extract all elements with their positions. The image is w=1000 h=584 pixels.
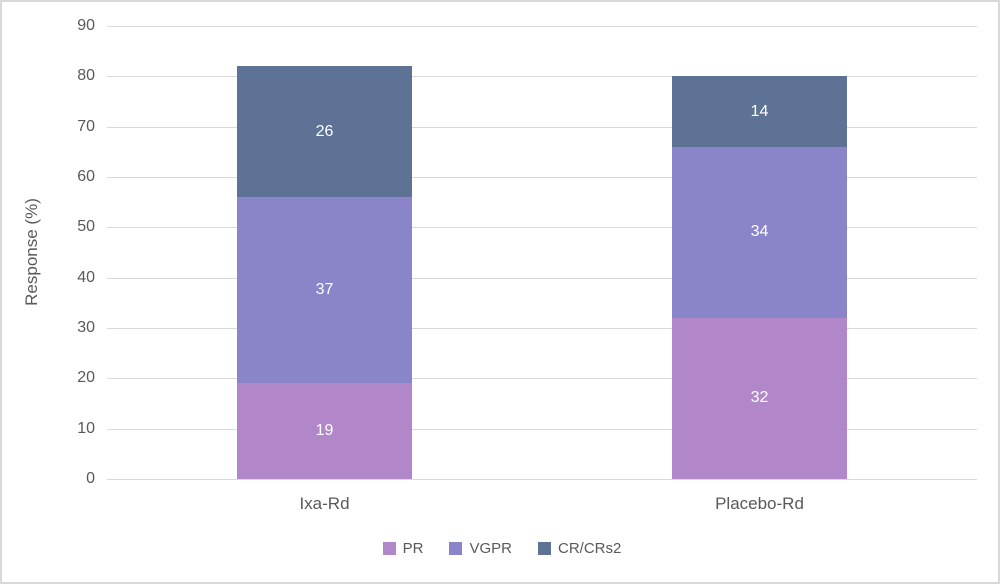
legend-swatch-icon xyxy=(538,542,551,555)
gridline-y-70 xyxy=(107,126,977,128)
y-tick-label-20: 20 xyxy=(77,369,95,387)
bar-segment-Placebo-Rd-PR: 32 xyxy=(672,317,847,479)
gridline-y-90 xyxy=(107,26,977,27)
gridline-y-10 xyxy=(107,428,977,430)
legend-label: CR/CRs2 xyxy=(558,540,622,557)
bar-value-label: 32 xyxy=(750,389,769,407)
bar-value-label: 34 xyxy=(750,223,769,241)
bar-segment-Ixa-Rd-PR: 19 xyxy=(237,383,412,479)
y-tick-label-30: 30 xyxy=(77,319,95,336)
bar-value-label: 26 xyxy=(315,122,334,140)
legend-item-VGPR: VGPR xyxy=(449,540,512,557)
gridline-y-20 xyxy=(107,378,977,380)
y-tick-label-40: 40 xyxy=(77,268,95,286)
y-tick-label-0: 0 xyxy=(86,470,95,487)
legend-label: PR xyxy=(402,540,424,557)
y-tick-label-10: 10 xyxy=(77,419,95,437)
legend-swatch-icon xyxy=(382,542,396,555)
chart-legend: PR VGPR CR/CRs2 xyxy=(2,540,998,557)
legend-item-CR/CRs2: CR/CRs2 xyxy=(538,540,621,557)
bar-value-label: 19 xyxy=(315,422,334,440)
y-tick-label-90: 90 xyxy=(77,17,95,34)
y-tick-label-80: 80 xyxy=(77,67,95,85)
gridline-y-60 xyxy=(107,177,977,178)
gridline-y-80 xyxy=(107,76,977,78)
x-category-label-Placebo-Rd: Placebo-Rd xyxy=(715,494,804,513)
bar-segment-Placebo-Rd-CR/CRs2: 14 xyxy=(672,76,847,147)
bar-segment-Ixa-Rd-VGPR: 37 xyxy=(237,197,412,384)
bar-segment-Ixa-Rd-CR/CRs2: 26 xyxy=(237,66,412,198)
gridline-y-50 xyxy=(107,227,977,229)
legend-label: VGPR xyxy=(469,540,512,557)
bar-segment-Placebo-Rd-VGPR: 34 xyxy=(672,146,847,318)
legend-item-PR: PR xyxy=(382,540,424,557)
y-tick-label-70: 70 xyxy=(77,117,95,135)
bar-value-label: 14 xyxy=(750,102,769,120)
y-tick-label-50: 50 xyxy=(77,218,95,236)
y-tick-label-60: 60 xyxy=(77,168,95,185)
bar-value-label: 37 xyxy=(315,281,334,299)
x-category-label-Ixa-Rd: Ixa-Rd xyxy=(299,494,350,513)
gridline-y-0 xyxy=(107,479,977,480)
gridline-y-40 xyxy=(107,277,977,279)
y-axis-title: Response (%) xyxy=(22,198,41,306)
gridline-y-30 xyxy=(107,328,977,329)
legend-swatch-icon xyxy=(449,542,463,555)
